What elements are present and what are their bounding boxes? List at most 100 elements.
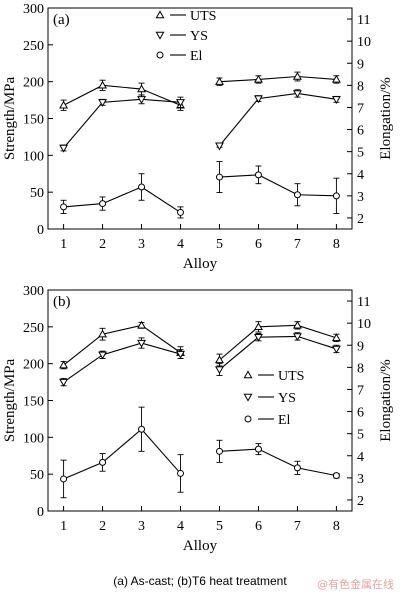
series-uts [59,71,341,111]
x-tick-label: 1 [60,519,67,534]
y-left-tick-label: 250 [23,39,44,54]
x-axis-label: Alloy [183,256,218,272]
y-right-tick-label: 10 [357,35,371,50]
legend-entry-ys: YS [155,29,208,44]
series-line [63,98,181,149]
series-el [60,406,340,499]
data-point [99,458,107,466]
y-right-tick-label: 4 [357,450,364,465]
y-left-tick-label: 50 [30,186,44,201]
data-point [60,203,68,211]
y-left-axis-label: Strength/MPa [2,76,18,160]
x-tick-label: 1 [60,237,67,252]
data-point [176,350,185,359]
legend-entry-uts: UTS [155,9,216,24]
data-point [60,475,68,483]
series-line [219,174,337,197]
x-tick-label: 2 [99,519,106,534]
legend-marker [243,393,253,402]
y-left-tick-label: 250 [23,321,44,336]
data-point [137,339,147,348]
legend-label: El [278,413,291,428]
y-right-tick-label: 9 [357,57,364,72]
y-left-tick-label: 100 [23,431,44,446]
data-point [292,90,302,99]
data-point [332,192,340,200]
y-right-tick-label: 8 [357,361,364,376]
x-tick-label: 6 [255,237,262,252]
data-point [215,447,223,455]
series-line [219,324,337,361]
data-point [293,191,301,199]
x-tick-label: 3 [138,237,145,252]
x-tick-label: 8 [333,237,340,252]
series-line [63,324,181,366]
y-right-axis-label: Elongation/% [378,77,394,160]
y-left-tick-label: 300 [23,284,44,299]
y-right-tick-label: 8 [357,79,364,94]
y-right-tick-label: 11 [357,295,370,310]
x-tick-label: 7 [294,519,301,534]
data-point [215,142,224,151]
data-point [177,469,185,477]
y-right-tick-label: 4 [357,168,364,183]
data-point [292,71,302,80]
legend-marker [244,415,252,423]
legend-entry-uts: UTS [243,369,304,384]
y-left-tick-label: 200 [23,358,44,373]
data-point [177,208,185,216]
legend-label: YS [190,29,208,44]
x-tick-label: 4 [177,237,184,252]
legend-entry-el: El [156,49,203,64]
data-point [254,445,262,453]
data-point [292,333,302,342]
y-left-tick-label: 50 [30,468,44,483]
data-point [292,320,302,329]
x-tick-label: 6 [255,519,262,534]
plot-frame [47,289,353,512]
y-right-tick-label: 7 [357,101,364,116]
x-tick-label: 5 [216,519,223,534]
watermark: @有色金属在线 [317,578,394,591]
series-line [219,75,337,83]
data-point [59,144,69,153]
y-left-tick-label: 0 [37,223,44,238]
panel-label: (b) [53,294,71,310]
data-point [98,99,108,107]
data-point [98,329,108,338]
legend-label: UTS [278,369,304,384]
y-left-tick-label: 300 [23,2,44,17]
series-uts [59,320,341,370]
legend-label: El [190,49,203,64]
y-left-tick-label: 150 [23,113,44,128]
data-point [331,96,341,104]
y-right-tick-label: 10 [357,317,371,332]
data-point [176,99,185,107]
series-line [219,335,337,370]
series-line [63,84,181,106]
series-line [63,186,181,213]
y-right-tick-label: 2 [357,212,364,227]
data-point [137,320,147,329]
data-point [253,333,263,342]
data-point [138,425,146,433]
data-point [98,80,108,89]
data-point [137,96,147,104]
x-axis-label: Alloy [183,538,218,554]
legend-label: UTS [190,9,216,24]
x-tick-label: 8 [333,519,340,534]
y-right-tick-label: 3 [357,190,364,205]
series-line [63,342,181,383]
y-right-tick-label: 5 [357,146,364,161]
legend-entry-ys: YS [243,391,296,406]
data-point [331,333,341,342]
y-right-tick-label: 2 [357,494,364,509]
data-point [254,171,262,179]
y-right-tick-label: 5 [357,428,364,443]
data-point [253,322,263,331]
y-right-tick-label: 3 [357,472,364,487]
data-point [138,183,146,191]
